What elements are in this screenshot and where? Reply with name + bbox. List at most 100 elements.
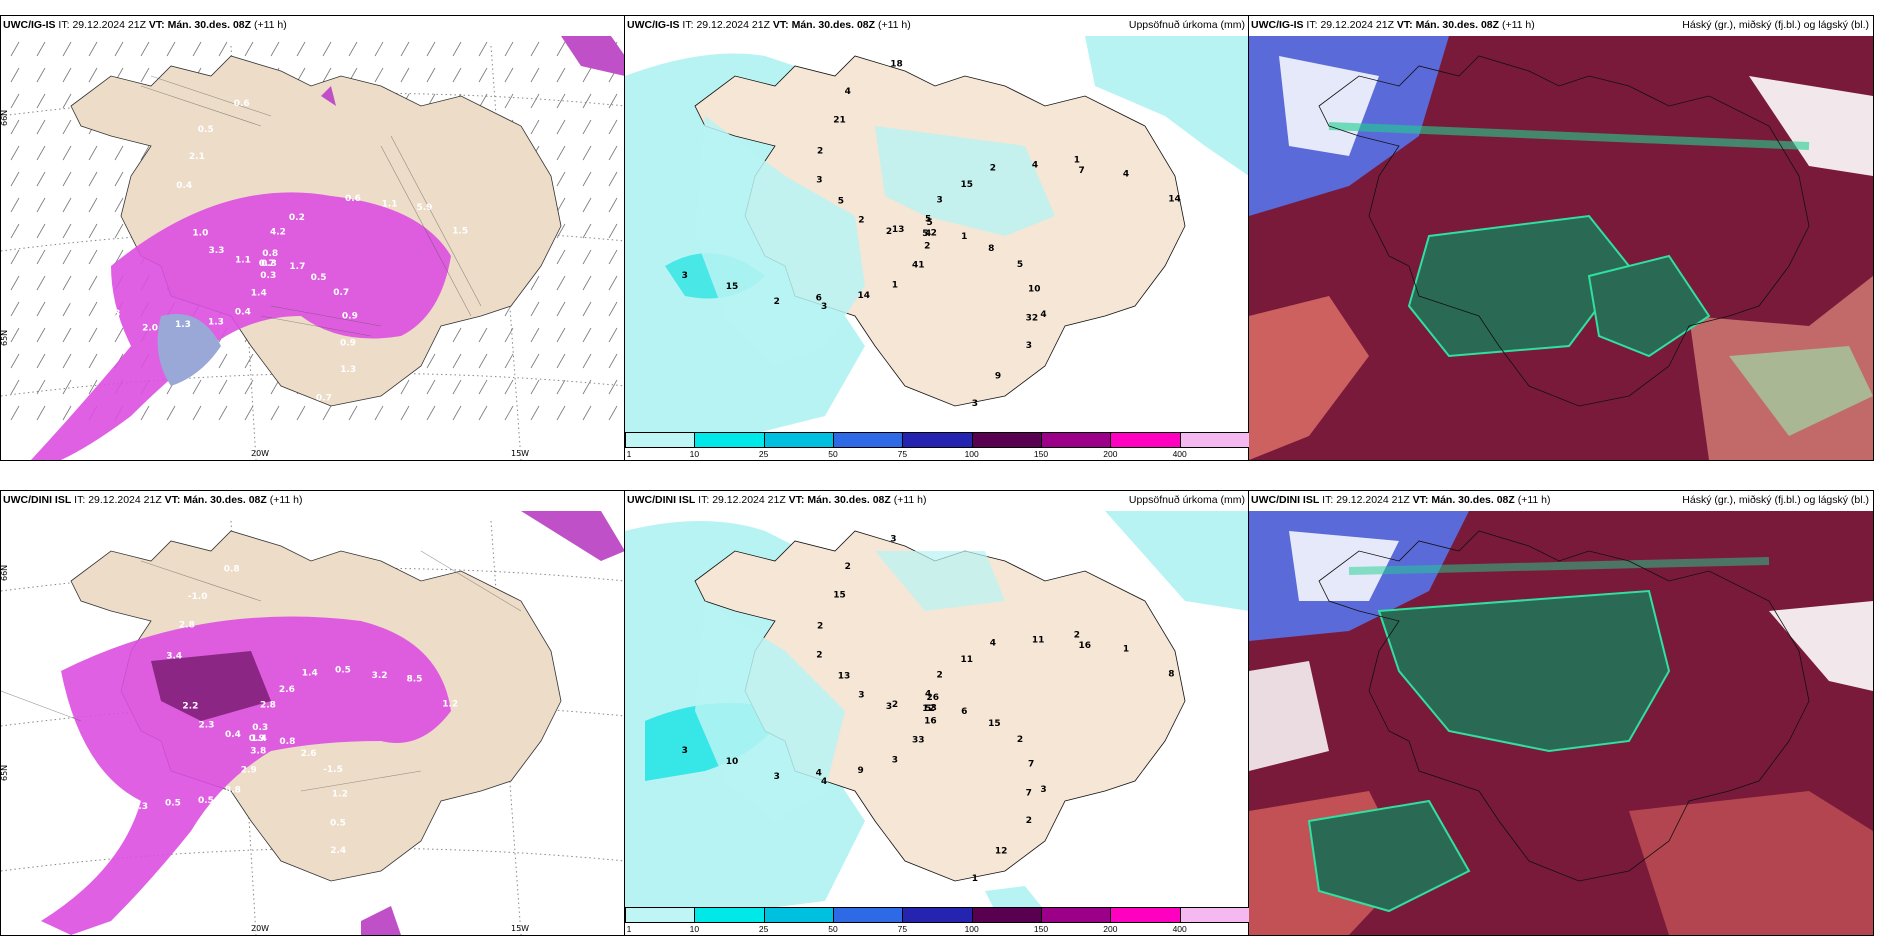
value-label: 3 (821, 302, 827, 312)
wind-barb (530, 301, 540, 317)
value-label: 2.6 (279, 685, 295, 695)
colorbar-tick-label: 25 (758, 449, 769, 459)
wind-barb (10, 353, 20, 369)
value-label: 2 (817, 621, 823, 631)
value-label: 3 (858, 691, 864, 701)
value-label: 1.4 (302, 669, 318, 679)
wind-barb (88, 41, 98, 57)
colorbar-tick-label: 10 (689, 449, 700, 459)
value-label: 3 (1026, 341, 1032, 351)
wind-barb (452, 353, 462, 369)
value-label: 0.8 (279, 737, 295, 747)
wind-barb (400, 41, 410, 57)
panel-header: UWC/IG-IS IT: 29.12.2024 21Z VT: Mán. 30… (627, 19, 911, 31)
panel-title: Uppsöfnuð úrkoma (mm) (1128, 19, 1245, 31)
value-label: 7 (1026, 788, 1032, 798)
wind-barb (478, 327, 488, 343)
value-label: 1.5 (452, 226, 468, 236)
value-label: 1.1 (235, 256, 251, 266)
value-label: 1 (1074, 156, 1080, 166)
value-label: 0.9 (342, 312, 358, 322)
wind-barb (556, 67, 566, 83)
colorbar-tick-label: 150 (1033, 924, 1049, 934)
wind-barb (62, 223, 72, 239)
value-label: 18 (890, 60, 903, 70)
value-label: 0.7 (259, 259, 275, 269)
value-label: 12 (922, 704, 935, 714)
colorbar-swatch (1110, 907, 1181, 923)
lon-label: 15W (511, 449, 529, 458)
wind-barb (296, 405, 306, 421)
wind-barb (36, 275, 46, 291)
value-label: 4 (821, 777, 827, 787)
wind-barb (504, 93, 514, 109)
wind-barb (36, 119, 46, 135)
colorbar-tick-label: 1 (626, 924, 632, 934)
panel-header: UWC/DINI ISL IT: 29.12.2024 21Z VT: Mán.… (3, 494, 303, 506)
wind-barb (608, 301, 618, 317)
colorbar-tick-label: 1 (626, 449, 632, 459)
wind-barb (556, 405, 566, 421)
wind-barb (88, 379, 98, 395)
wind-barb (400, 67, 410, 83)
value-label: 3.3 (209, 246, 225, 256)
wind-barb (62, 171, 72, 187)
value-label: 3 (937, 196, 943, 206)
value-label: 9 (995, 372, 1001, 382)
value-label: 7 (1028, 760, 1034, 770)
value-label: 0.6 (234, 99, 250, 109)
wind-barb (10, 327, 20, 343)
wind-barb (10, 145, 20, 161)
value-label: 4 (1040, 310, 1046, 320)
value-label: 0.5 (335, 665, 351, 675)
wind-barb (582, 119, 592, 135)
wind-barb (36, 405, 46, 421)
wind-barb (426, 41, 436, 57)
wind-barb (556, 353, 566, 369)
wind-barb (556, 379, 566, 395)
wind-barb (556, 301, 566, 317)
wind-barb (530, 119, 540, 135)
wind-barb (608, 379, 618, 395)
value-label: 1 (972, 874, 978, 884)
value-label: 1 (1123, 645, 1129, 655)
value-label: 0.4 (225, 730, 241, 740)
colorbar-swatch (694, 432, 765, 448)
wind-barb (36, 353, 46, 369)
wind-barb (88, 249, 98, 265)
value-label: 3.4 (166, 651, 182, 661)
value-label: 11 (1032, 635, 1045, 645)
wind-barb (36, 145, 46, 161)
value-label: 0.5 (330, 818, 346, 828)
wind-barb (10, 67, 20, 83)
wind-barb (504, 379, 514, 395)
value-label: 4 (1123, 170, 1129, 180)
value-label: 15 (726, 282, 739, 292)
value-label: 5 (927, 218, 933, 228)
wind-barb (478, 67, 488, 83)
value-label: 2.3 (199, 721, 215, 731)
wind-barb (36, 171, 46, 187)
colorbar-tick-label: 200 (1103, 924, 1118, 934)
value-label: 5 (925, 215, 931, 225)
value-label: 1.0 (192, 228, 208, 238)
value-label: 4 (816, 769, 822, 779)
value-label: 32 (1026, 313, 1039, 323)
wind-barb (504, 353, 514, 369)
wind-barb (10, 119, 20, 135)
value-label: 0.9 (249, 734, 265, 744)
wind-barb (556, 93, 566, 109)
colorbar-swatch (763, 432, 834, 448)
wind-barb (452, 67, 462, 83)
value-label: 9 (858, 766, 864, 776)
value-label: 3 (931, 704, 937, 714)
value-label: 16 (924, 717, 937, 727)
value-label: 5 (1017, 260, 1023, 270)
value-label: 2 (924, 242, 930, 252)
value-label: 4 (990, 639, 996, 649)
colorbar-tick-label: 200 (1103, 449, 1118, 459)
value-label: 3 (682, 271, 688, 281)
wind-barb (556, 327, 566, 343)
value-label: 2 (816, 650, 822, 660)
colorbar-tick-label: 100 (964, 449, 979, 459)
